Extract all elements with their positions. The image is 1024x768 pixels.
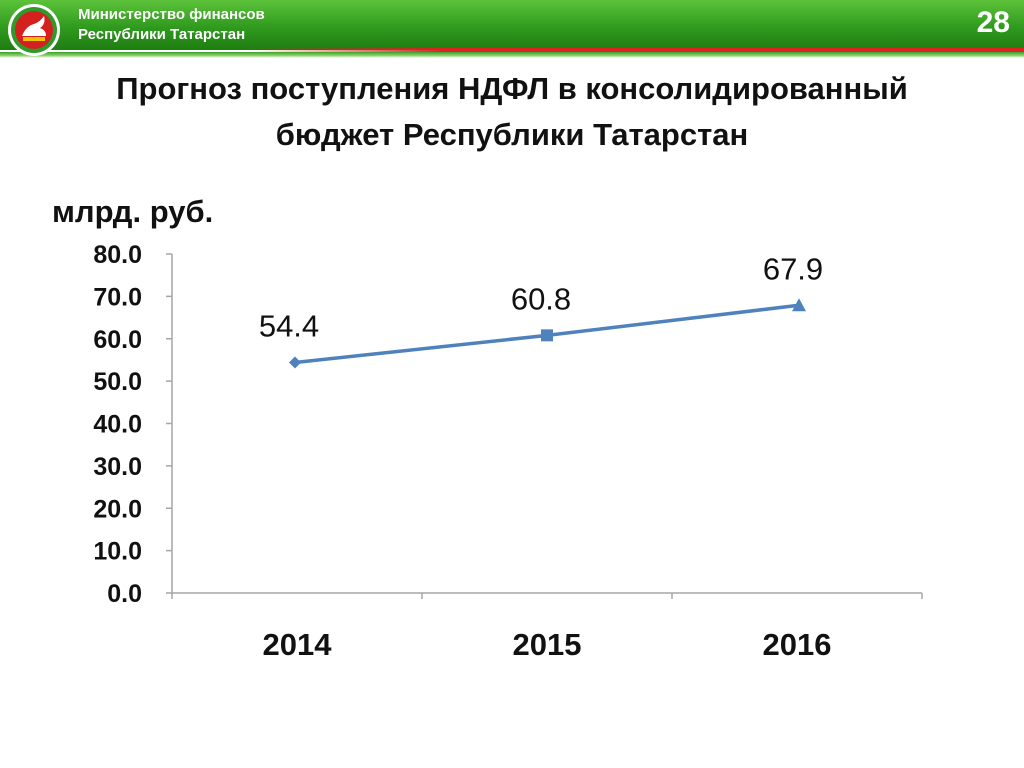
y-tick-label: 20.0 — [93, 495, 142, 523]
header-bar — [0, 0, 1024, 50]
x-tick-label: 2015 — [513, 627, 582, 662]
title-line-1: Прогноз поступления НДФЛ в консолидирова… — [116, 71, 908, 106]
title-line-2: бюджет Республики Татарстан — [275, 117, 749, 152]
y-tick-label: 80.0 — [93, 241, 142, 269]
page-title: Прогноз поступления НДФЛ в консолидирова… — [40, 66, 984, 158]
data-label: 67.9 — [763, 251, 823, 286]
header-red-stripe — [250, 48, 1024, 52]
data-label: 60.8 — [511, 281, 571, 316]
data-point-marker — [289, 356, 301, 369]
x-tick-label: 2016 — [763, 627, 832, 662]
organization-name: Министерство финансов Республики Татарст… — [78, 5, 265, 45]
coat-of-arms-icon — [6, 2, 62, 58]
header-underline — [0, 52, 1024, 58]
org-line-2: Республики Татарстан — [78, 26, 246, 43]
data-point-marker — [792, 298, 806, 312]
y-axis-unit-label: млрд. руб. — [52, 194, 214, 229]
y-tick-label: 10.0 — [93, 538, 142, 566]
org-line-1: Министерство финансов — [78, 6, 265, 23]
y-tick-label: 0.0 — [107, 580, 142, 608]
y-tick-label: 30.0 — [93, 453, 142, 481]
y-tick-label: 40.0 — [93, 411, 142, 439]
y-tick-label: 70.0 — [93, 283, 142, 311]
y-tick-label: 50.0 — [93, 368, 142, 396]
slide-number: 28 — [976, 6, 1010, 39]
y-tick-label: 60.0 — [93, 326, 142, 354]
data-point-marker — [541, 329, 553, 342]
x-tick-label: 2014 — [263, 627, 333, 662]
data-label: 54.4 — [259, 308, 319, 343]
